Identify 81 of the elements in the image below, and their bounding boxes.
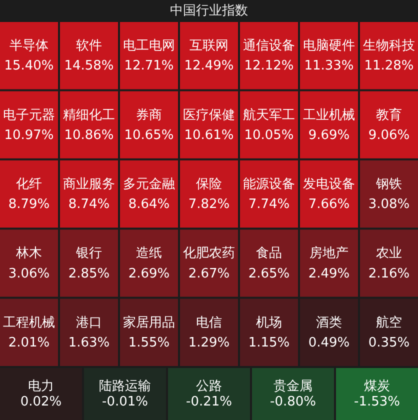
- data-label: 14.58%: [64, 58, 114, 74]
- data-label: 7.74%: [248, 197, 290, 212]
- category-label: 陆路运输: [99, 379, 151, 394]
- category-label: 酒类: [316, 315, 342, 330]
- category-label: 教育: [376, 106, 402, 123]
- data-label: 10.86%: [64, 128, 114, 143]
- data-label: 2.69%: [128, 266, 170, 282]
- data-label: 2.49%: [308, 266, 350, 282]
- data-label: -1.53%: [354, 394, 400, 410]
- category-label: 互联网: [190, 38, 228, 54]
- category-label: 电脑硬件: [303, 38, 355, 54]
- data-label: 7.82%: [188, 197, 230, 212]
- category-label: 煤炭: [364, 379, 390, 394]
- data-label: 2.85%: [68, 266, 110, 282]
- category-label: 农业: [376, 246, 402, 262]
- category-label: 工业机械: [303, 108, 355, 123]
- data-label: 0.35%: [368, 336, 410, 351]
- data-label: -0.80%: [270, 394, 316, 410]
- category-label: 电子元器: [3, 108, 55, 123]
- data-label: 1.15%: [248, 336, 290, 351]
- category-label: 钢铁: [375, 176, 402, 192]
- data-label: 2.16%: [368, 266, 410, 282]
- category-label: 公路: [196, 379, 222, 394]
- category-label: 航空: [376, 315, 402, 330]
- data-label: 1.63%: [68, 336, 110, 351]
- data-label: 8.74%: [68, 197, 110, 212]
- data-label: 9.69%: [308, 128, 350, 143]
- data-label: -0.21%: [186, 394, 232, 410]
- data-label: 3.06%: [8, 266, 50, 282]
- data-label: 10.05%: [244, 128, 294, 143]
- category-label: 能源设备: [243, 176, 295, 192]
- category-label: 房地产: [310, 245, 348, 262]
- data-label: 7.66%: [308, 197, 350, 212]
- data-label: 11.28%: [364, 58, 414, 74]
- data-label: 9.06%: [368, 128, 410, 143]
- category-label: 电工电网: [123, 38, 175, 54]
- category-label: 发电设备: [303, 176, 355, 192]
- data-label: 15.40%: [4, 58, 54, 74]
- text: 中国行业指数: [170, 3, 248, 18]
- data-label: 3.08%: [368, 197, 410, 212]
- category-label: 商业服务: [63, 176, 115, 192]
- category-label: 食品: [256, 246, 282, 262]
- data-label: 12.49%: [184, 58, 234, 74]
- category-label: 多元金融: [123, 176, 175, 192]
- category-label: 港口: [76, 315, 102, 330]
- data-label: 2.65%: [248, 266, 290, 282]
- data-label: -0.01%: [102, 394, 148, 410]
- category-label: 航天军工: [243, 108, 295, 123]
- data-label: 2.67%: [188, 266, 230, 282]
- category-label: 工程机械: [3, 315, 55, 330]
- data-label: 0.49%: [308, 336, 350, 351]
- data-label: 10.97%: [4, 128, 54, 143]
- category-label: 保险: [196, 176, 222, 192]
- category-label: 券商: [136, 108, 162, 123]
- category-label: 化肥农药: [183, 246, 235, 262]
- category-label: 通信设备: [243, 38, 295, 54]
- data-label: 8.64%: [128, 197, 170, 212]
- category-label: 银行: [75, 246, 102, 262]
- category-label: 软件: [76, 38, 102, 54]
- category-label: 精细化工: [63, 108, 115, 123]
- category-label: 半导体: [10, 38, 48, 54]
- data-label: 10.61%: [184, 128, 234, 143]
- data-label: 8.79%: [8, 197, 50, 212]
- category-label: 医疗保健: [183, 108, 235, 123]
- category-label: 家居用品: [123, 314, 175, 330]
- data-label: 2.01%: [8, 336, 50, 351]
- category-label: 林木: [15, 246, 42, 262]
- data-label: 10.65%: [124, 128, 174, 143]
- category-label: 贵金属: [274, 379, 312, 394]
- category-label: 电信: [196, 315, 222, 330]
- category-label: 电力: [28, 379, 54, 394]
- category-label: 造纸: [136, 246, 162, 262]
- data-label: 1.29%: [188, 336, 230, 351]
- data-label: 11.33%: [304, 58, 354, 74]
- data-label: 12.12%: [244, 58, 294, 74]
- data-label: 0.02%: [20, 394, 62, 410]
- data-label: 12.71%: [124, 58, 174, 74]
- data-label: 1.55%: [128, 336, 170, 351]
- category-label: 机场: [256, 315, 282, 330]
- category-label: 生物科技: [363, 38, 415, 54]
- category-label: 化纤: [16, 176, 42, 192]
